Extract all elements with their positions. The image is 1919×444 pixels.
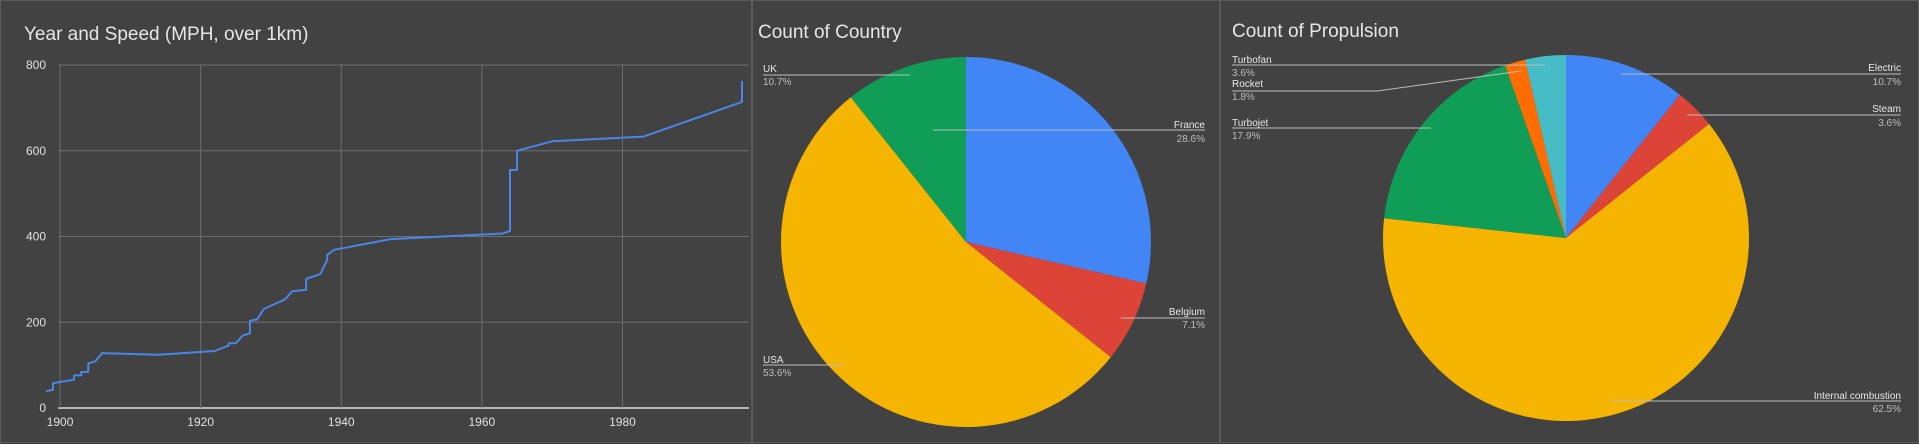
slice-percent-belgium: 7.1% <box>1182 320 1205 331</box>
pie-slice-uk[interactable] <box>850 57 966 242</box>
chart-title: Count of Country <box>758 22 902 43</box>
slice-percent-usa: 53.6% <box>763 368 791 379</box>
slice-percent-turbofan: 3.6% <box>1232 68 1255 79</box>
pie-slices <box>781 56 1152 427</box>
speed-line-chart-panel: Year and Speed (MPH, over 1km) 0 200 400 60… <box>0 0 752 443</box>
pie-slice-rocket[interactable] <box>1505 59 1566 239</box>
slice-label-belgium: Belgium <box>1169 307 1205 318</box>
pie-slice-internal-combustion[interactable] <box>1382 123 1749 421</box>
slice-percent-electric: 10.7% <box>1873 77 1901 88</box>
slice-percent-france: 28.6% <box>1177 134 1205 145</box>
slice-percent-internal-combustion: 62.5% <box>1873 404 1901 415</box>
pie-slice-electric[interactable] <box>1566 55 1680 238</box>
slice-label-usa: USA <box>763 355 784 366</box>
chart-title: Year and Speed (MPH, over 1km) <box>24 24 308 45</box>
speed-line-chart: Year and Speed (MPH, over 1km) 0 200 400 60… <box>24 24 749 429</box>
pie-slice-usa[interactable] <box>781 97 1111 427</box>
pie-labels <box>763 74 1205 366</box>
pie-slice-turbofan[interactable] <box>1525 55 1566 238</box>
slice-percent-uk: 10.7% <box>763 77 791 88</box>
chart-title: Count of Propulsion <box>1232 21 1399 42</box>
x-tick-label: 1900 <box>47 415 74 429</box>
slice-label-uk: UK <box>763 64 777 75</box>
slice-label-turbofan: Turbofan <box>1232 55 1272 66</box>
propulsion-pie-chart: Count of Propulsion Electric 10.7% Steam <box>1232 21 1901 421</box>
pie-slice-belgium[interactable] <box>966 242 1147 358</box>
slice-label-rocket: Rocket <box>1232 79 1263 90</box>
slice-label-france: France <box>1174 120 1206 131</box>
slice-label-electric: Electric <box>1868 63 1901 74</box>
country-pie-chart-panel: Count of Country France 28.6% Belgium 7.… <box>752 0 1220 443</box>
pie-labels <box>1232 64 1901 402</box>
y-tick-label: 400 <box>26 230 46 244</box>
y-tick-label: 800 <box>26 58 46 72</box>
axis-ticks: 0 200 400 600 800 1900 1920 1940 1960 1980 <box>26 58 636 429</box>
y-tick-label: 600 <box>26 144 46 158</box>
x-tick-label: 1960 <box>469 415 496 429</box>
y-tick-label: 0 <box>39 401 46 415</box>
x-tick-label: 1980 <box>609 415 636 429</box>
series <box>45 80 743 393</box>
country-pie-chart: Count of Country France 28.6% Belgium 7.… <box>758 22 1206 427</box>
slice-label-steam: Steam <box>1872 104 1901 115</box>
leader-line-rocket <box>1232 70 1522 92</box>
pie-slice-france[interactable] <box>966 56 1152 284</box>
slice-label-turbojet: Turbojet <box>1232 118 1269 129</box>
x-tick-label: 1920 <box>187 415 214 429</box>
pie-slice-turbojet[interactable] <box>1384 65 1566 238</box>
pie-slices <box>1382 55 1749 421</box>
slice-percent-rocket: 1.8% <box>1232 92 1255 103</box>
y-tick-label: 200 <box>26 315 46 329</box>
x-tick-label: 1940 <box>328 415 355 429</box>
grid <box>58 64 749 409</box>
propulsion-pie-chart-panel: Count of Propulsion Electric 10.7% Steam <box>1220 0 1919 443</box>
slice-percent-steam: 3.6% <box>1878 118 1901 129</box>
speed-series-line[interactable] <box>45 80 743 393</box>
pie-slice-steam[interactable] <box>1566 94 1710 238</box>
slice-percent-turbojet: 17.9% <box>1232 131 1260 142</box>
slice-label-internal-combustion: Internal combustion <box>1814 391 1901 402</box>
